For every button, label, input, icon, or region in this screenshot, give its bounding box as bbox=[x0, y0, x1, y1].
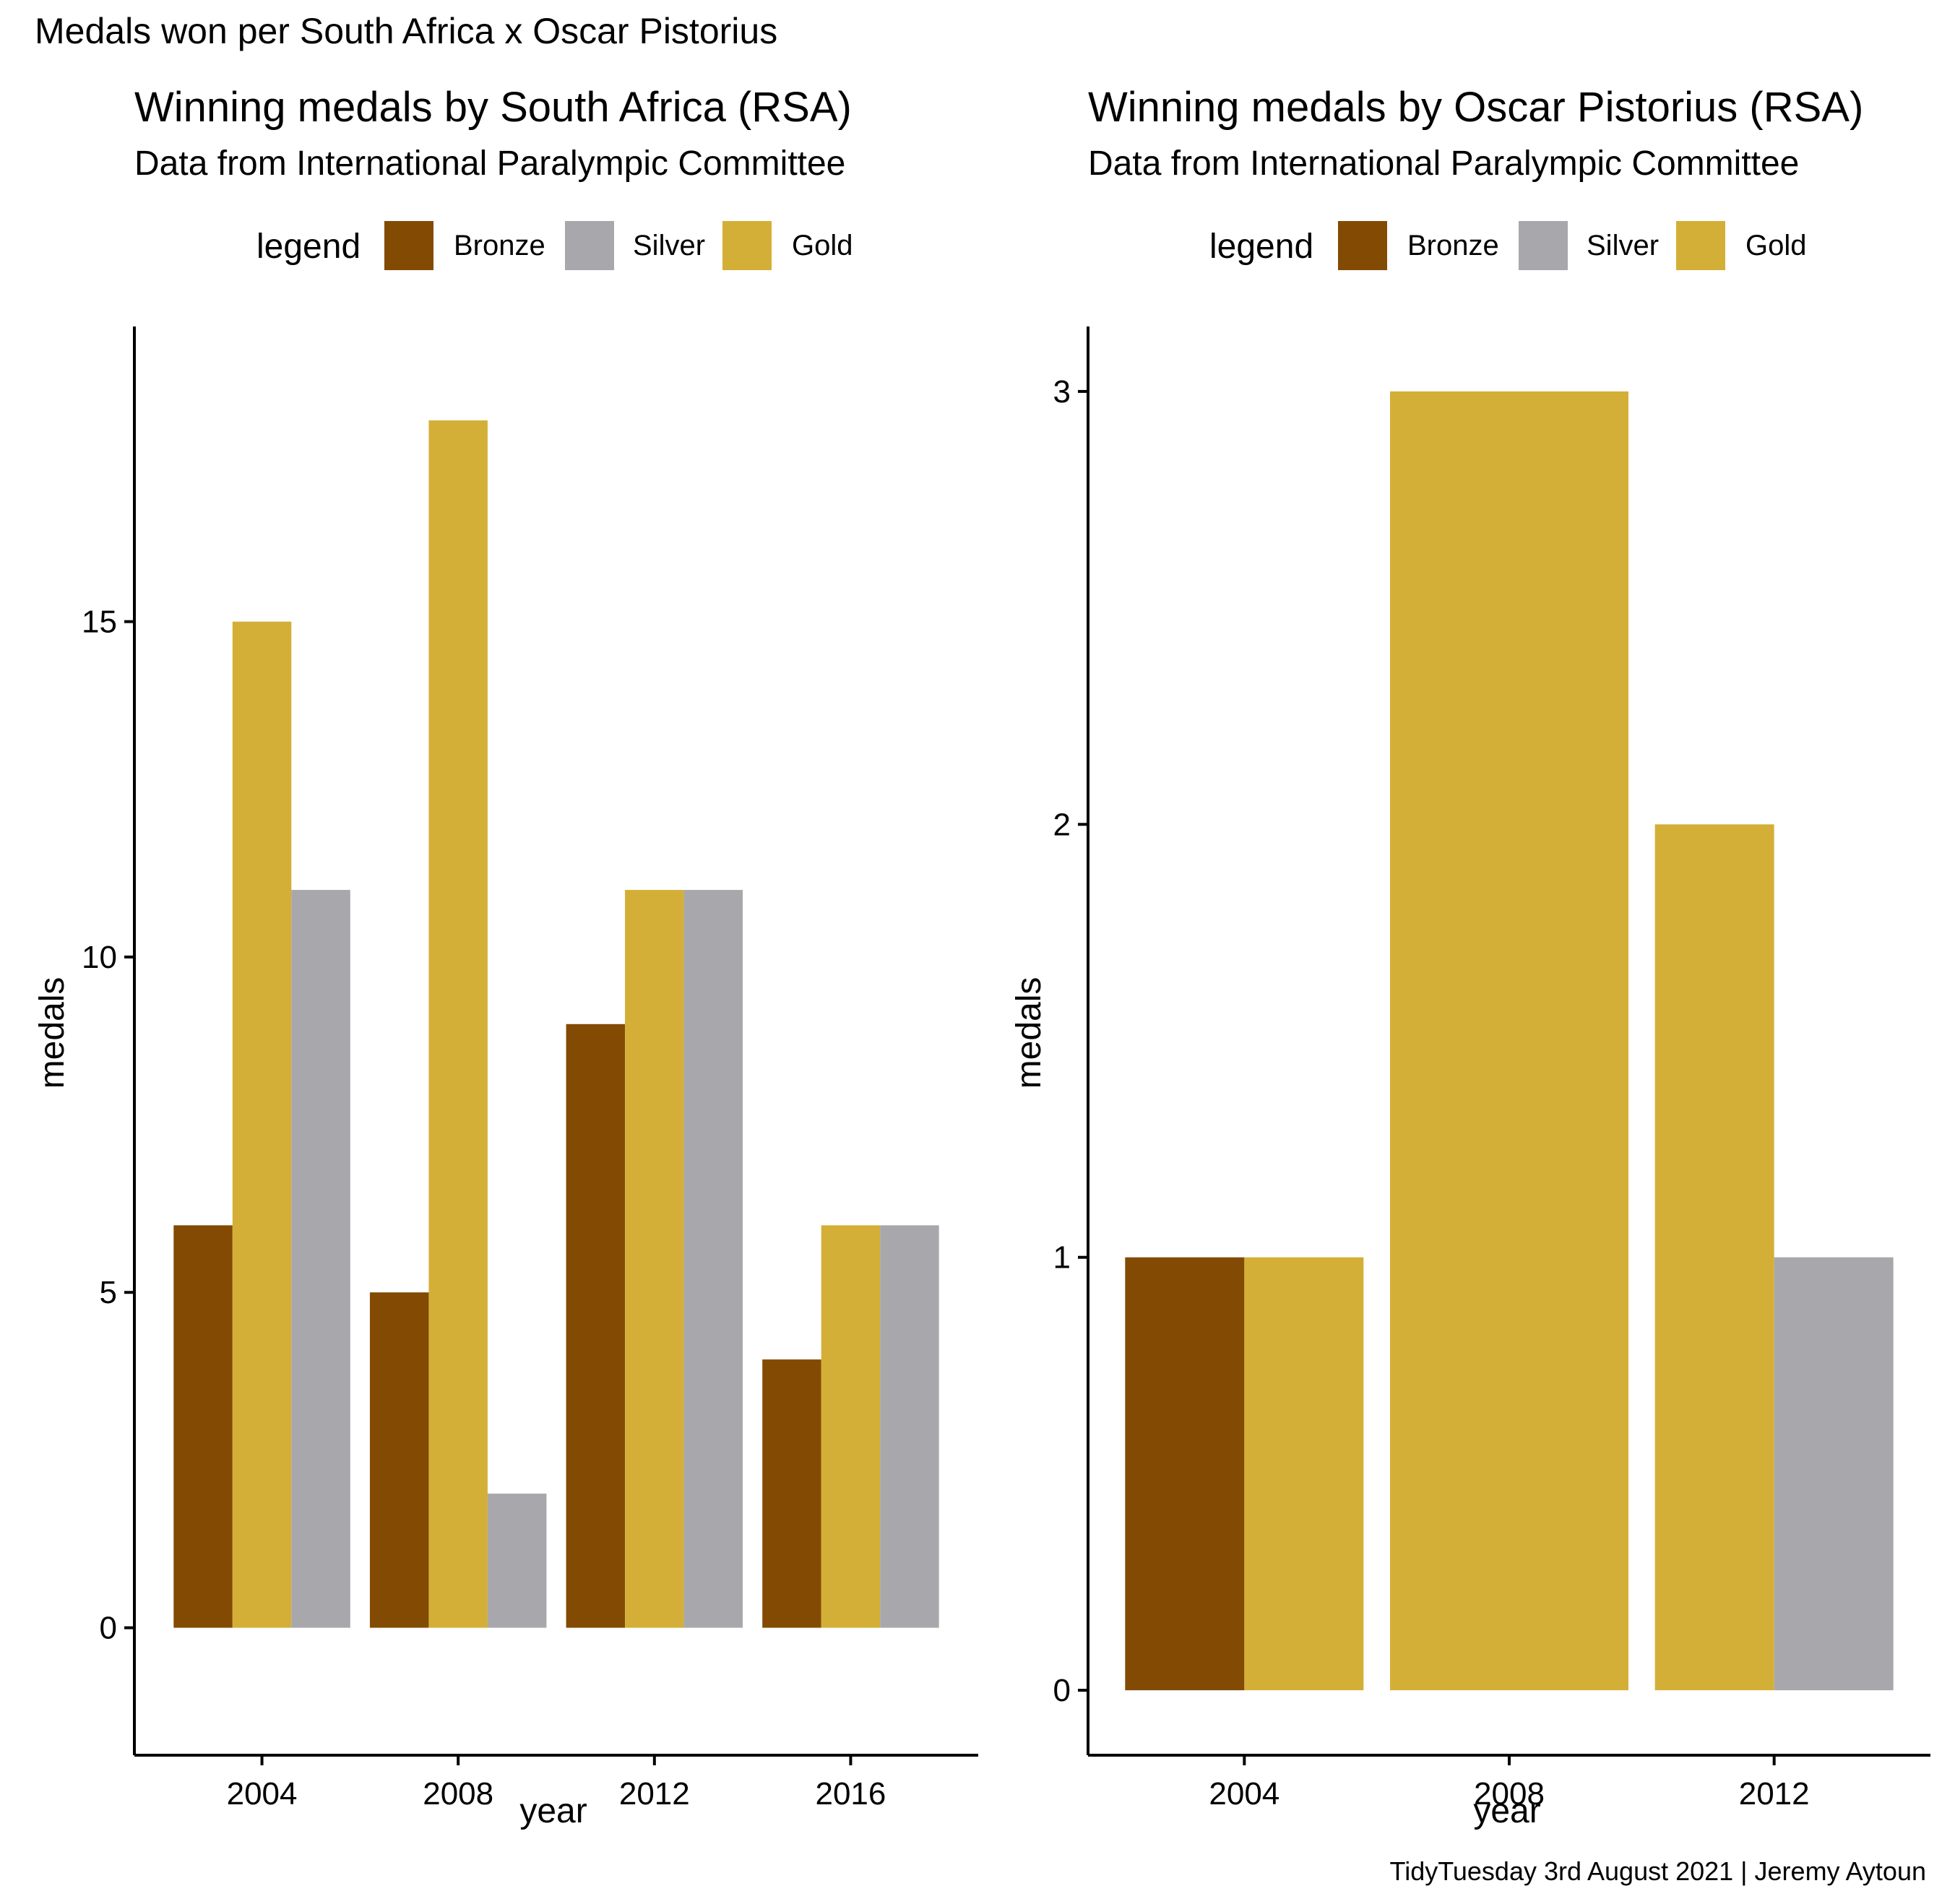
plot-area: 0 5 10 15 2004 2008 2012 2016 bbox=[82, 326, 978, 1812]
chart-panel-oscar-pistorius: Winning medals by Oscar Pistorius (RSA) … bbox=[1010, 84, 1930, 1830]
chart-title: Winning medals by Oscar Pistorius (RSA) bbox=[1088, 84, 1863, 131]
bar-gold-2004 bbox=[1244, 1257, 1364, 1691]
legend-title: legend bbox=[256, 228, 361, 266]
bar-bronze-2012 bbox=[566, 1024, 626, 1628]
bar-bronze-2004 bbox=[173, 1225, 233, 1628]
bar-gold-2012 bbox=[625, 890, 684, 1628]
x-tick-label: 2016 bbox=[815, 1776, 886, 1812]
x-axis-label: year bbox=[1473, 1792, 1540, 1830]
y-tick-label: 1 bbox=[1053, 1240, 1071, 1276]
legend-label-silver: Silver bbox=[633, 230, 705, 261]
legend-label-gold: Gold bbox=[1745, 230, 1807, 261]
legend-key-bronze bbox=[1338, 221, 1387, 270]
bar-gold-2008 bbox=[1390, 391, 1628, 1691]
bar-bronze-2004 bbox=[1125, 1257, 1245, 1691]
bar-bronze-2016 bbox=[762, 1359, 821, 1628]
y-tick-label: 2 bbox=[1053, 807, 1071, 842]
bar-silver-2012 bbox=[1774, 1257, 1894, 1691]
chart-title: Winning medals by South Africa (RSA) bbox=[134, 84, 852, 131]
legend-key-silver bbox=[1519, 221, 1568, 270]
x-tick-label: 2012 bbox=[1739, 1776, 1810, 1812]
y-tick-label: 15 bbox=[82, 605, 117, 640]
legend-key-silver bbox=[565, 221, 614, 270]
bar-gold-2016 bbox=[821, 1225, 881, 1628]
y-tick-label: 5 bbox=[100, 1275, 117, 1310]
plot-area: 0 1 2 3 2004 2008 2012 bbox=[1053, 326, 1930, 1812]
bar-silver-2016 bbox=[880, 1225, 939, 1628]
legend-key-bronze bbox=[384, 221, 433, 270]
bar-gold-2004 bbox=[232, 621, 292, 1628]
y-axis-label: medals bbox=[33, 977, 72, 1089]
x-tick-label: 2012 bbox=[619, 1776, 690, 1812]
bar-gold-2012 bbox=[1654, 824, 1774, 1691]
legend-key-gold bbox=[722, 221, 772, 270]
bar-silver-2004 bbox=[291, 890, 350, 1628]
bar-silver-2008 bbox=[487, 1493, 547, 1628]
x-tick-label: 2004 bbox=[1209, 1776, 1279, 1812]
legend-label-gold: Gold bbox=[792, 230, 853, 261]
legend-label-bronze: Bronze bbox=[454, 230, 545, 261]
y-tick-label: 10 bbox=[82, 940, 117, 975]
legend-label-bronze: Bronze bbox=[1407, 230, 1499, 261]
x-tick-label: 2004 bbox=[227, 1776, 298, 1812]
y-tick-label: 0 bbox=[1053, 1673, 1071, 1708]
bar-bronze-2008 bbox=[369, 1292, 429, 1628]
x-axis-label: year bbox=[519, 1792, 587, 1830]
chart-subtitle: Data from International Paralympic Commi… bbox=[134, 144, 845, 183]
legend-key-gold bbox=[1676, 221, 1725, 270]
chart-panel-south-africa: Winning medals by South Africa (RSA) Dat… bbox=[33, 84, 978, 1830]
legend-title: legend bbox=[1209, 228, 1313, 266]
bar-silver-2012 bbox=[683, 890, 743, 1628]
bar-gold-2008 bbox=[428, 420, 488, 1628]
caption: TidyTuesday 3rd August 2021 | Jeremy Ayt… bbox=[1390, 1856, 1926, 1886]
y-tick-label: 0 bbox=[100, 1611, 117, 1646]
x-tick-label: 2008 bbox=[423, 1776, 493, 1812]
figure-title: Medals won per South Africa x Oscar Pist… bbox=[35, 11, 777, 51]
legend-label-silver: Silver bbox=[1587, 230, 1659, 261]
y-axis-label: medals bbox=[1010, 977, 1048, 1089]
y-tick-label: 3 bbox=[1053, 374, 1071, 410]
chart-subtitle: Data from International Paralympic Commi… bbox=[1088, 144, 1799, 183]
x-tick-label: 2008 bbox=[1474, 1776, 1545, 1812]
